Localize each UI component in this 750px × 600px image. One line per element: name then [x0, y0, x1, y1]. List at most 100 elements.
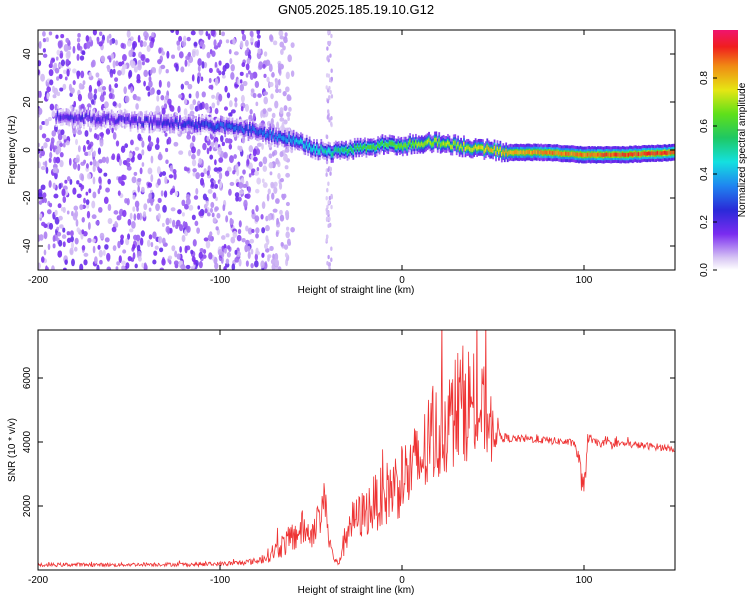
spectrogram-speckle [263, 243, 268, 250]
spectrogram-speckle [287, 54, 292, 63]
spectrogram-speckle [65, 37, 70, 44]
spectrogram-ridge-cell [573, 152, 576, 157]
spectrogram-ridge-cell [161, 122, 164, 127]
spectrogram-ridge-cell [104, 117, 107, 122]
spectrogram-ridge-cell [209, 123, 212, 127]
spectrogram-ridge-cell [154, 118, 157, 122]
spectrogram-speckle [96, 80, 101, 87]
spectrogram-ridge-cell [560, 151, 563, 156]
spectrogram-speckle [241, 33, 247, 42]
spectrogram-speckle [177, 105, 181, 114]
y-tick-label: 2000 [22, 494, 33, 517]
x-tick-label: 0 [399, 275, 405, 286]
colorbar-tick-label: 0.6 [699, 119, 710, 133]
spectrogram-ridge-cell [180, 123, 183, 128]
spectrogram-ridge-cell [294, 140, 296, 144]
spectrogram-speckle [55, 156, 61, 164]
spectrogram-speckle [181, 234, 186, 243]
spectrogram-speckle [51, 130, 57, 137]
spectrogram-speckle [211, 212, 215, 218]
spectrogram-speckle [262, 182, 268, 188]
spectrogram-speckle [169, 217, 172, 224]
spectrogram-ridge-cell [215, 124, 218, 129]
spectrogram-speckle [156, 89, 161, 96]
spectrogram-speckle [290, 42, 295, 48]
spectrogram-speckle [205, 200, 209, 207]
spectrogram-speckle [86, 210, 91, 219]
spectrogram-ridge-cell [147, 117, 149, 122]
spectrogram-speckle [97, 188, 101, 195]
spectrogram-speckle [170, 30, 175, 33]
spectrogram-speckle [192, 239, 197, 247]
colorbar-tick-label: 0.2 [699, 215, 710, 229]
spectrogram-ridge-cell [93, 114, 96, 119]
spectrogram-ridge-cell [211, 124, 213, 128]
colorbar-tick-label: 0.0 [699, 263, 710, 277]
spectrogram-ridge-cell [174, 118, 177, 123]
spectrogram-ridge-cell [61, 115, 64, 120]
spectrogram-speckle [327, 30, 330, 35]
spectrogram-speckle [249, 30, 254, 37]
spectrogram-speckle [157, 236, 163, 244]
spectrogram-speckle [285, 127, 289, 134]
spectrogram-speckle [255, 101, 259, 107]
spectrogram-speckle [45, 266, 49, 270]
spectrogram-speckle [285, 172, 291, 178]
spectrogram-speckle [225, 215, 229, 223]
spectrogram-ridge-cell [598, 152, 601, 157]
spectrogram-ridge-cell [399, 144, 401, 149]
spectrogram-speckle [124, 95, 130, 103]
spectrogram-ridge-cell [59, 115, 62, 120]
spectrogram-ridge-cell [439, 143, 442, 148]
spectrogram-speckle [76, 53, 80, 61]
spectrogram-speckle [116, 215, 122, 221]
spectrogram-ridge-cell [278, 134, 280, 139]
spectrogram-speckle [76, 180, 80, 185]
spectrogram-ridge-cell [492, 148, 494, 153]
spectrogram-ridge-cell [273, 136, 276, 141]
spectrogram-speckle [56, 49, 61, 56]
spectrogram-speckle [245, 225, 249, 232]
spectrogram-speckle [257, 48, 262, 55]
spectrogram-speckle [189, 103, 195, 111]
spectrogram-speckle [94, 256, 98, 265]
spectrogram-ridge-cell [81, 115, 84, 119]
spectrogram-speckle [211, 50, 216, 58]
spectrogram-speckle [156, 166, 161, 175]
spectrogram-ridge-cell [495, 150, 497, 155]
spectrogram-ridge-cell [444, 142, 446, 147]
spectrogram-speckle [147, 182, 153, 188]
spectrogram-ridge-cell [201, 121, 203, 126]
spectrogram-speckle [164, 176, 168, 185]
spectrogram-speckle [141, 140, 145, 148]
figure-title: GN05.2025.185.19.10.G12 [278, 2, 434, 17]
spectrogram-speckle [268, 162, 274, 169]
spectrogram-speckle [105, 156, 109, 164]
spectrogram-speckle [44, 160, 48, 168]
spectrogram-ridge-cell [594, 152, 596, 157]
spectrogram-speckle [260, 260, 265, 269]
spectrogram-ridge-cell [463, 141, 465, 146]
spectrogram-speckle [205, 30, 209, 37]
y-tick-label: 40 [22, 48, 33, 60]
spectrogram-speckle [272, 40, 278, 46]
spectrogram-ridge-cell [218, 124, 221, 129]
spectrogram-ridge-cell [429, 141, 432, 145]
spectrogram-speckle [107, 203, 112, 212]
spectrogram-ridge-cell [348, 149, 350, 153]
spectrogram-speckle [184, 80, 190, 86]
spectrogram-speckle [216, 99, 220, 106]
spectrogram-speckle [209, 231, 213, 237]
spectrogram-speckle [255, 233, 259, 239]
spectrogram-speckle [81, 184, 85, 190]
spectrogram-speckle [150, 174, 154, 183]
spectrogram-ridge-cell [316, 145, 318, 150]
spectrogram-speckle [56, 231, 62, 237]
spectrogram-speckle [134, 146, 140, 151]
spectrogram-speckle [57, 40, 63, 49]
spectrogram-speckle [59, 142, 64, 148]
spectrogram-speckle [134, 200, 140, 208]
spectrogram-speckle [252, 92, 257, 99]
spectrogram-speckle [79, 263, 84, 270]
spectrogram-ridge-cell [355, 147, 358, 151]
